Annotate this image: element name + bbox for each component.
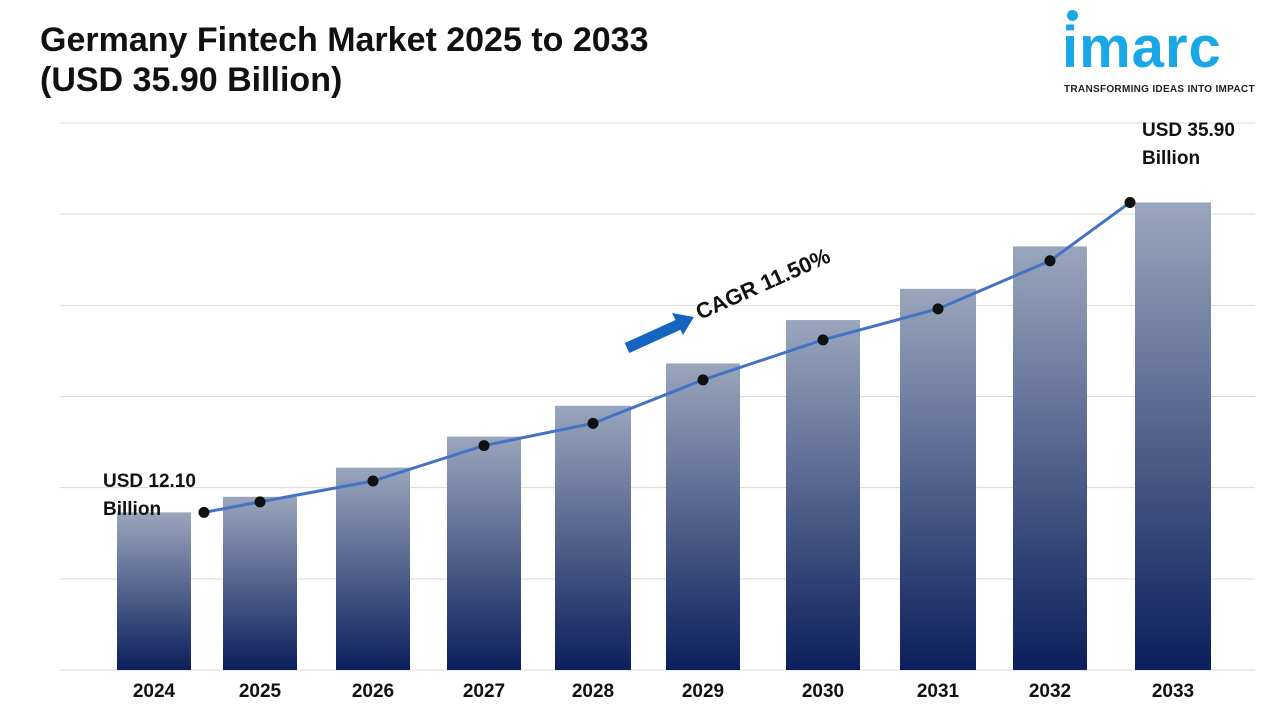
chart-title: Germany Fintech Market 2025 to 2033 (USD…: [40, 20, 649, 100]
x-tick-2028: 2028: [572, 681, 614, 702]
trend-point-2028: [587, 417, 599, 429]
x-tick-2027: 2027: [463, 681, 505, 702]
bar-2030: [786, 320, 860, 670]
cagr-arrow-icon: [624, 313, 694, 354]
bars: [117, 202, 1211, 670]
end-value-line-1: USD 35.90: [1142, 120, 1235, 141]
x-tick-2030: 2030: [802, 681, 844, 702]
title-line-1: Germany Fintech Market 2025 to 2033: [40, 21, 649, 59]
logo-dot-icon: [1067, 10, 1078, 21]
x-tick-2032: 2032: [1029, 681, 1071, 702]
trend-point-2029: [697, 374, 709, 386]
trend-point-2026: [367, 475, 379, 487]
x-tick-2025: 2025: [239, 681, 282, 702]
logo-wordmark: imarc: [1062, 15, 1222, 80]
title-line-2: (USD 35.90 Billion): [40, 61, 343, 99]
x-tick-2029: 2029: [682, 681, 724, 702]
trend-point-2024: [198, 506, 210, 518]
x-tick-2026: 2026: [352, 681, 394, 702]
x-tick-2024: 2024: [133, 681, 176, 702]
bar-2027: [447, 436, 521, 670]
bar-2032: [1013, 246, 1087, 670]
trend-point-2032: [1044, 255, 1056, 267]
bar-2024: [117, 512, 191, 670]
bar-2031: [900, 288, 976, 670]
imarc-logo: imarc TRANSFORMING IDEAS INTO IMPACT: [1062, 6, 1268, 98]
trend-point-2030: [817, 334, 829, 346]
end-value-line-2: Billion: [1142, 148, 1200, 169]
cagr-label: CAGR 11.50%: [692, 243, 834, 325]
logo-tagline: TRANSFORMING IDEAS INTO IMPACT: [1064, 84, 1255, 95]
x-tick-2031: 2031: [917, 681, 960, 702]
bar-2026: [336, 467, 410, 670]
trend-point-2031: [932, 303, 944, 315]
start-value-line-1: USD 12.10: [103, 471, 196, 492]
bar-2029: [666, 363, 740, 670]
trend-point-2027: [478, 440, 490, 452]
trend-line-path: [203, 201, 1131, 514]
x-tick-2033: 2033: [1152, 681, 1194, 702]
trend-point-2033: [1124, 196, 1136, 208]
trend-line: [198, 196, 1136, 518]
start-value-line-2: Billion: [103, 499, 161, 520]
bar-2028: [555, 405, 631, 670]
x-axis-labels: 2024 2025 2026 2027 2028 2029 2030 2031 2032 2033: [133, 681, 1194, 702]
bar-2025: [223, 496, 297, 670]
trend-point-2025: [254, 496, 266, 508]
bar-2033: [1135, 202, 1211, 670]
